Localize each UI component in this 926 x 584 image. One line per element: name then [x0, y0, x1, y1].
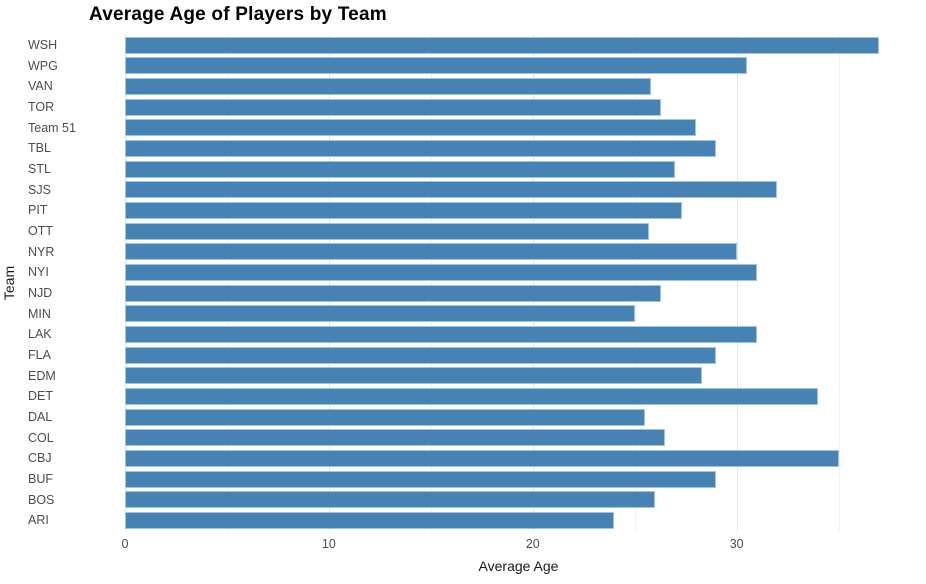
bar-CBJ [125, 449, 839, 467]
grid-line-minor [634, 35, 636, 531]
bar-FLA [125, 346, 717, 364]
bar-MIN [125, 305, 635, 323]
bar-LAK [125, 325, 758, 343]
bar-EDM [125, 367, 702, 385]
y-tick-label: TOR [28, 99, 55, 114]
x-tick-label: 30 [729, 537, 744, 551]
grid-line-major [328, 35, 330, 531]
x-tick-label: 20 [525, 537, 540, 551]
y-tick-label: MIN [28, 306, 51, 321]
bar-DAL [125, 408, 645, 426]
y-tick-label: SJS [28, 182, 51, 197]
y-tick-label: ARI [28, 513, 49, 528]
bar-PIT [125, 201, 682, 219]
bar-STL [125, 160, 676, 178]
x-axis-title: Average Age [478, 558, 559, 574]
bar-Team 51 [125, 119, 696, 137]
y-tick-label: NYR [28, 244, 55, 259]
y-tick-label: COL [28, 430, 54, 445]
grid-line-minor [226, 35, 228, 531]
grid-line-major [736, 35, 738, 531]
grid-line-minor [430, 35, 432, 531]
grid-line-minor [838, 35, 840, 531]
bar-COL [125, 429, 666, 447]
bar-TBL [125, 139, 717, 157]
bar-ARI [125, 511, 615, 529]
y-tick-label: EDM [28, 368, 56, 383]
y-tick-label: DAL [28, 409, 53, 424]
y-tick-label: VAN [28, 79, 53, 94]
y-tick-label: PIT [28, 203, 48, 218]
grid-line-major [125, 35, 126, 531]
bar-WSH [125, 36, 880, 54]
plot-area [125, 35, 912, 531]
y-tick-label: Team 51 [28, 120, 76, 135]
x-tick-label: 0 [121, 537, 129, 551]
y-tick-label: DET [28, 389, 53, 404]
bar-TOR [125, 98, 662, 116]
bar-VAN [125, 77, 652, 95]
y-tick-label: BOS [28, 492, 55, 507]
bar-OTT [125, 222, 649, 240]
y-tick-label: NYI [28, 265, 49, 280]
y-tick-label: LAK [28, 327, 52, 342]
y-tick-label: NJD [28, 285, 53, 300]
bar-NYR [125, 243, 737, 261]
grid-line-major [532, 35, 534, 531]
bar-BUF [125, 470, 717, 488]
bar-SJS [125, 181, 778, 199]
y-tick-label: CBJ [28, 451, 52, 466]
y-axis-title: Team [1, 265, 17, 301]
bar-DET [125, 387, 819, 405]
y-tick-label: TBL [28, 141, 51, 156]
bar-WPG [125, 57, 747, 75]
bar-NJD [125, 284, 662, 302]
y-tick-label: WSH [28, 37, 58, 52]
y-tick-label: WPG [28, 58, 58, 73]
bar-BOS [125, 491, 656, 509]
y-tick-label: STL [28, 161, 51, 176]
y-tick-label: OTT [28, 223, 53, 238]
chart-title: Average Age of Players by Team [89, 4, 387, 25]
y-tick-label: FLA [28, 347, 51, 362]
bar-NYI [125, 263, 758, 281]
x-tick-label: 10 [321, 537, 336, 551]
y-tick-label: BUF [28, 471, 53, 486]
